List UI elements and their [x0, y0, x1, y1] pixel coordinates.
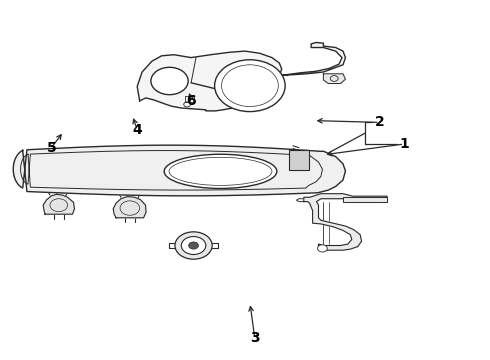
Circle shape — [318, 245, 327, 252]
Polygon shape — [304, 194, 387, 250]
Text: 1: 1 — [399, 137, 409, 151]
Circle shape — [151, 67, 188, 95]
Circle shape — [215, 60, 285, 112]
Polygon shape — [13, 145, 345, 196]
Polygon shape — [43, 194, 74, 214]
Circle shape — [189, 242, 198, 249]
Text: 4: 4 — [132, 123, 142, 136]
Text: 5: 5 — [47, 141, 56, 154]
Circle shape — [181, 237, 206, 255]
Bar — [289, 150, 309, 170]
Bar — [185, 96, 194, 102]
Bar — [343, 197, 387, 202]
Circle shape — [175, 232, 212, 259]
Polygon shape — [113, 197, 146, 218]
Polygon shape — [137, 42, 345, 111]
Text: 6: 6 — [186, 94, 196, 108]
Ellipse shape — [164, 154, 277, 189]
Text: 2: 2 — [375, 116, 385, 129]
Text: 3: 3 — [250, 332, 260, 345]
Polygon shape — [323, 74, 345, 84]
